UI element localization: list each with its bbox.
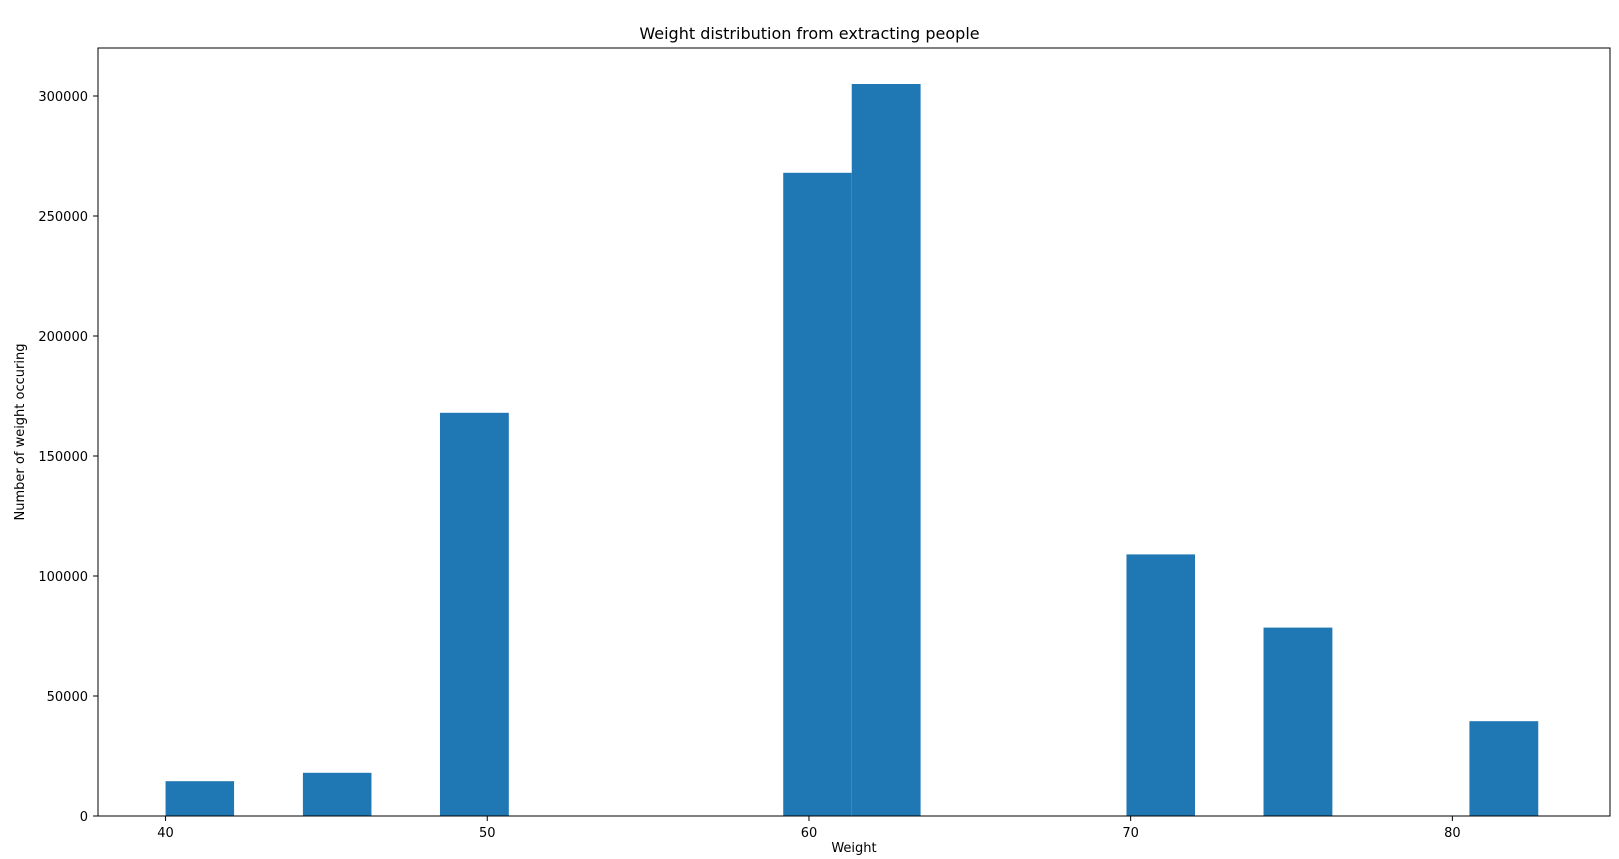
x-tick-label-4: 80 [1444, 826, 1461, 841]
histogram-bar-8 [1469, 721, 1539, 816]
y-tick-label-5: 250000 [38, 210, 88, 225]
histogram-bar-3 [439, 412, 509, 816]
plot-frame [97, 47, 1611, 817]
histogram-bar-7 [1263, 627, 1333, 816]
x-tick-label-0: 40 [157, 826, 174, 841]
y-tick-label-0: 0 [80, 810, 88, 825]
y-tick-label-1: 50000 [47, 690, 88, 705]
histogram-bar-5 [851, 84, 921, 816]
y-tick-label-2: 100000 [38, 570, 88, 585]
histogram-bar-6 [1126, 554, 1195, 816]
bars-group [165, 84, 1539, 817]
y-axis-ticks: 0 50000 100000 150000 200000 250000 300000 [38, 90, 98, 825]
y-tick-label-6: 300000 [38, 90, 88, 105]
histogram-bar-2 [302, 772, 372, 816]
x-tick-label-3: 70 [1122, 826, 1139, 841]
histogram-bar-4 [783, 172, 852, 817]
chart-title: Weight distribution from extracting peop… [639, 24, 979, 43]
x-axis-label: Weight [831, 841, 876, 856]
x-tick-label-1: 50 [479, 826, 496, 841]
y-tick-label-3: 150000 [38, 450, 88, 465]
histogram-bar-1 [165, 781, 235, 816]
x-axis-ticks: 40 50 60 70 80 [157, 816, 1461, 841]
x-tick-label-2: 60 [801, 826, 818, 841]
y-tick-label-4: 200000 [38, 330, 88, 345]
y-axis-label: Number of weight occuring [13, 344, 28, 521]
